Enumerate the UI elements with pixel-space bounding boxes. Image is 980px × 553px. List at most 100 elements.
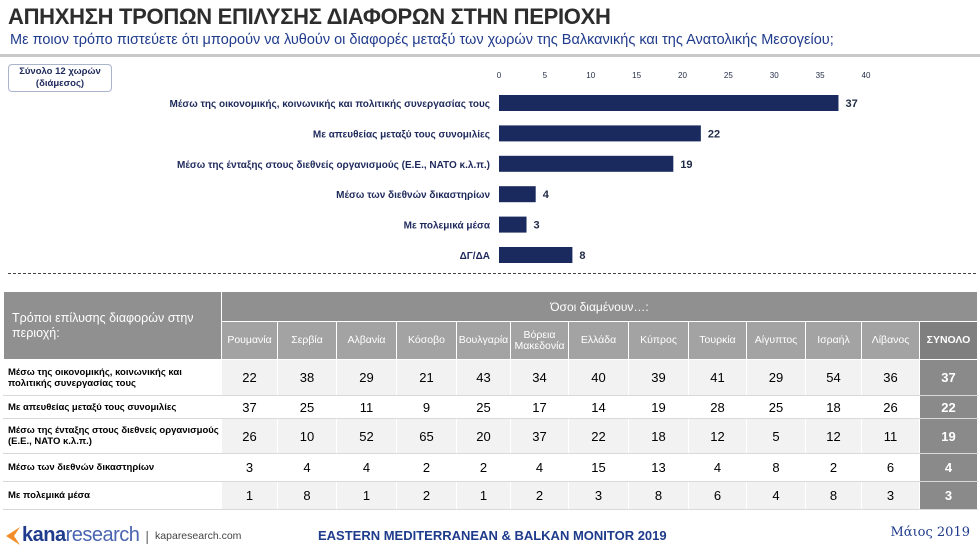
bar [499, 186, 536, 203]
column-header: Βόρεια Μακεδονία [510, 321, 569, 360]
bar-value-label: 8 [579, 250, 585, 262]
header-divider [0, 54, 980, 57]
table-cell: 8 [628, 481, 689, 510]
table-cell: 17 [510, 395, 569, 419]
table-cell: 14 [568, 395, 629, 419]
table-cell: 41 [688, 359, 747, 396]
table-cell: 20 [456, 418, 511, 454]
footer-date: Μάιος 2019 [890, 525, 970, 540]
x-tick-label: 25 [724, 71, 733, 80]
section-divider [8, 273, 976, 274]
table-cell: 10 [277, 418, 337, 454]
table-row: Μέσω της ένταξης στους διεθνείς οργανισμ… [3, 418, 978, 454]
table-cell: 18 [805, 395, 862, 419]
bar-value-label: 4 [543, 189, 550, 201]
column-header: Λίβανος [861, 321, 920, 360]
table-cell: 4 [746, 481, 806, 510]
x-tick-label: 5 [543, 71, 548, 80]
bar-chart: 0 5 10 15 20 25 30 35 40 Μέσω της οικονομικής, κο… [170, 71, 871, 263]
column-header: Τουρκία [688, 321, 747, 360]
sample-note-line2: (διάμεσος) [35, 78, 85, 89]
table-cell: 37 [221, 395, 278, 419]
x-tick-label: 35 [816, 71, 825, 80]
table-cell: 1 [221, 481, 278, 510]
table-cell: 9 [396, 395, 457, 419]
category-label: Με πολεμικά μέσα [404, 221, 491, 232]
table-cell: 1 [336, 481, 397, 510]
table-cell: 21 [396, 359, 457, 396]
table-cell: 2 [456, 453, 511, 482]
table-row: Με πολεμικά μέσα 1 8 1 2 1 2 3 8 6 4 8 3 3 [3, 481, 978, 510]
table-cell: 2 [396, 453, 457, 482]
bar-value-label: 37 [845, 98, 857, 110]
table-row: Με απευθείας μεταξύ τους συνομιλίες 37 25 1… [3, 395, 978, 419]
bar-value-label: 22 [708, 128, 720, 140]
table-cell: 8 [277, 481, 337, 510]
table-cell: 8 [805, 481, 862, 510]
column-header: Αλβανία [336, 321, 397, 360]
total-cell: 4 [919, 453, 978, 482]
table-cell: 22 [221, 359, 278, 396]
table-cell: 13 [628, 453, 689, 482]
sample-note-line1: Σύνολο 12 χωρών [19, 66, 101, 77]
bar [499, 95, 839, 111]
table-cell: 38 [277, 359, 337, 396]
category-label: Μέσω των διεθνών δικαστηρίων [336, 190, 490, 201]
table-cell: 54 [805, 359, 862, 396]
table-cell: 25 [277, 395, 337, 419]
table-corner-label: Τρόποι επίλυσης διαφορών στην περιοχή: [3, 291, 222, 360]
table-cell: 2 [510, 481, 569, 510]
table-cell: 8 [746, 453, 806, 482]
row-label: Μέσω της ένταξης στους διεθνείς οργανισμ… [3, 418, 222, 454]
table-cell: 2 [396, 481, 457, 510]
x-tick-label: 40 [862, 71, 871, 80]
table-cell: 11 [861, 418, 920, 454]
x-tick-label: 0 [497, 71, 502, 80]
table-cell: 37 [510, 418, 569, 454]
table-cell: 11 [336, 395, 397, 419]
logo-text-kana: kana [22, 524, 66, 546]
table-cell: 4 [277, 453, 337, 482]
column-header: Ισραήλ [805, 321, 862, 360]
footer-report-title: EASTERN MEDITERRANEAN & BALKAN MONITOR 2… [318, 528, 667, 543]
table-cell: 40 [568, 359, 629, 396]
x-tick-label: 15 [632, 71, 641, 80]
category-label: Με απευθείας μεταξύ τους συνομιλίες [313, 129, 490, 140]
sample-note: Σύνολο 12 χωρών (διάμεσος) [8, 64, 112, 92]
table-cell: 5 [746, 418, 806, 454]
row-label: Με πολεμικά μέσα [3, 481, 222, 510]
bar-value-label: 19 [680, 159, 692, 171]
table-column-headers: Ρουμανία Σερβία Αλβανία Κόσοβο Βουλγαρία Βόρε… [4, 321, 978, 360]
table-cell: 25 [456, 395, 511, 419]
column-header: Ελλάδα [568, 321, 629, 360]
column-header: Ρουμανία [221, 321, 278, 360]
logo-text-research: research [65, 524, 140, 546]
kapa-logo: kanaresearch | kaparesearch.com [6, 524, 241, 547]
table-cell: 4 [336, 453, 397, 482]
table-cell: 1 [456, 481, 511, 510]
kapa-logo-icon [6, 526, 20, 545]
row-label: Μέσω των διεθνών δικαστηρίων [3, 453, 222, 482]
results-table: Τρόποι επίλυσης διαφορών στην περιοχή: Ό… [3, 291, 978, 510]
table-cell: 29 [336, 359, 397, 396]
table-cell: 43 [456, 359, 511, 396]
table-group-header: Όσοι διαμένουν…: [221, 291, 978, 322]
column-header: Κόσοβο [396, 321, 457, 360]
table-cell: 29 [746, 359, 806, 396]
table-cell: 22 [568, 418, 629, 454]
total-cell: 3 [919, 481, 978, 510]
table-cell: 26 [861, 395, 920, 419]
bar [499, 216, 527, 233]
page-subtitle: Με ποιον τρόπο πιστεύετε ότι μπορούν να … [10, 32, 834, 48]
table-cell: 18 [628, 418, 689, 454]
table-body: Μέσω της οικονομικής, κοινωνικής και πολ… [3, 359, 978, 510]
table-cell: 3 [568, 481, 629, 510]
table-cell: 26 [221, 418, 278, 454]
table-cell: 19 [628, 395, 689, 419]
category-label: ΔΓ/ΔΑ [460, 251, 490, 262]
table-row: Μέσω της οικονομικής, κοινωνικής και πολ… [3, 359, 978, 396]
table-cell: 28 [688, 395, 747, 419]
table-cell: 6 [861, 453, 920, 482]
table-cell: 12 [805, 418, 862, 454]
table-cell: 3 [221, 453, 278, 482]
